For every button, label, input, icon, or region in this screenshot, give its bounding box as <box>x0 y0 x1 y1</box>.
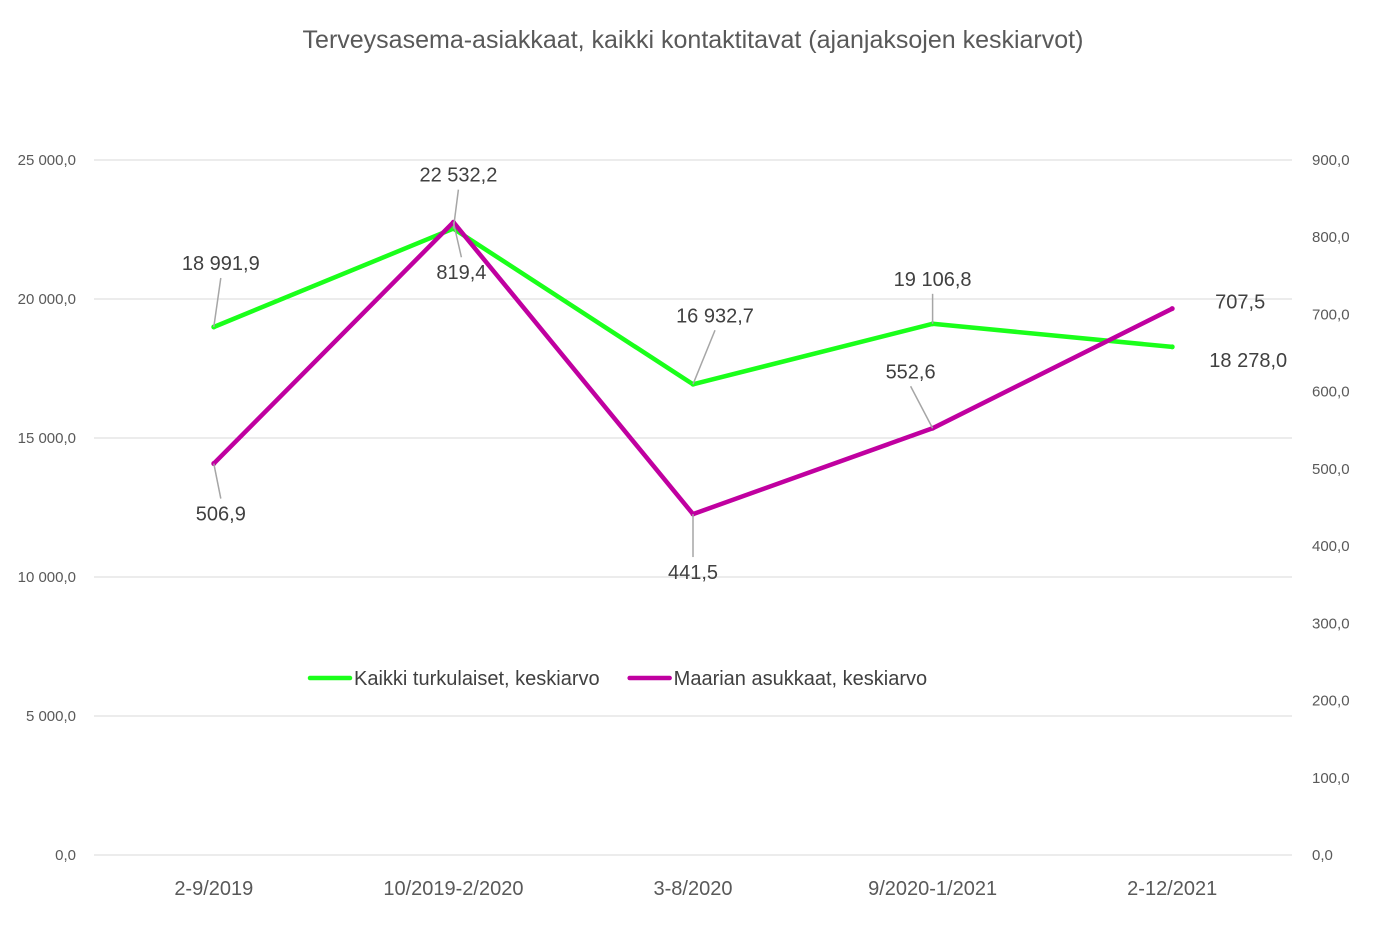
x-tick-label: 2-9/2019 <box>174 878 253 900</box>
right-tick-label: 900,0 <box>1312 152 1350 169</box>
legend: Kaikki turkulaiset, keskiarvo Maarian asu… <box>307 668 927 690</box>
right-tick-label: 700,0 <box>1312 306 1350 323</box>
data-label: 18 278,0 <box>1209 350 1287 372</box>
right-tick-label: 300,0 <box>1312 615 1350 632</box>
label-leader-line <box>213 463 222 499</box>
left-tick-label: 0,0 <box>55 847 76 864</box>
right-y-axis: 0,0 100,0 200,0 300,0 400,0 500,0 600,0 700,0 80… <box>1312 152 1350 864</box>
label-leader-line <box>909 385 934 429</box>
left-tick-label: 15 000,0 <box>18 430 76 447</box>
data-label: 19 106,8 <box>894 269 972 291</box>
left-tick-label: 25 000,0 <box>18 152 76 169</box>
data-point <box>1169 344 1175 350</box>
data-labels: 18 991,9 22 532,2 16 932,7 19 106,8 18 278,0… <box>182 165 1287 584</box>
gridlines <box>94 159 1292 856</box>
right-tick-label: 800,0 <box>1312 229 1350 246</box>
right-tick-label: 500,0 <box>1312 461 1350 478</box>
x-tick-label: 2-12/2021 <box>1127 878 1217 900</box>
left-tick-label: 20 000,0 <box>18 291 76 308</box>
right-tick-label: 100,0 <box>1312 770 1350 787</box>
data-label: 707,5 <box>1215 292 1265 314</box>
label-leader-line <box>213 277 222 328</box>
data-label: 441,5 <box>668 562 718 584</box>
data-point <box>1169 306 1175 312</box>
x-axis: 2-9/2019 10/2019-2/2020 3-8/2020 9/2020-1/2… <box>174 878 1217 900</box>
x-tick-label: 3-8/2020 <box>654 878 733 900</box>
label-leader-line <box>452 189 460 229</box>
chart-title: Terveysasema-asiakkaat, kaikki kontaktit… <box>303 26 1084 54</box>
x-tick-label: 9/2020-1/2021 <box>868 878 997 900</box>
label-leader-line <box>692 329 716 385</box>
left-tick-label: 5 000,0 <box>26 708 76 725</box>
right-tick-label: 400,0 <box>1312 538 1350 555</box>
data-label: 18 991,9 <box>182 253 260 275</box>
legend-label: Kaikki turkulaiset, keskiarvo <box>354 668 600 690</box>
left-y-axis: 0,0 5 000,0 10 000,0 15 000,0 20 000,0 25 000… <box>18 152 76 864</box>
data-label: 22 532,2 <box>419 165 497 187</box>
series-lines <box>211 219 1175 517</box>
right-tick-label: 200,0 <box>1312 693 1350 710</box>
legend-label: Maarian asukkaat, keskiarvo <box>674 668 927 690</box>
x-tick-label: 10/2019-2/2020 <box>383 878 523 900</box>
data-label: 552,6 <box>886 361 936 383</box>
right-tick-label: 0,0 <box>1312 847 1333 864</box>
label-leader-line <box>452 222 463 258</box>
data-label: 16 932,7 <box>676 305 754 327</box>
right-tick-label: 600,0 <box>1312 384 1350 401</box>
data-label: 819,4 <box>436 262 486 284</box>
left-tick-label: 10 000,0 <box>18 569 76 586</box>
data-label: 506,9 <box>196 504 246 526</box>
